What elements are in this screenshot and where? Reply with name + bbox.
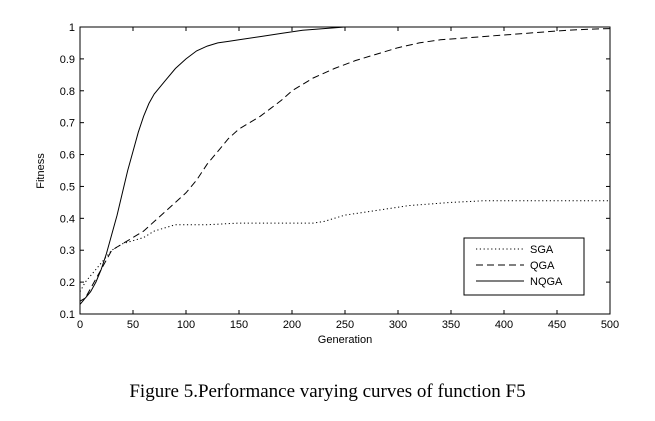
y-tick-label: 0.4 [60,213,75,225]
x-tick-label: 100 [177,319,195,331]
legend-label-nqga: NQGA [530,276,563,288]
y-tick-label: 0.1 [60,309,75,321]
axis-ticks: 0 50 100 150 200 250 300 350 400 450 500 0.1 0.2 0.3 0… [60,22,619,331]
x-tick-label: 450 [548,319,566,331]
legend-box [463,237,585,296]
series-line-qga [79,28,611,305]
y-tick-label: 0.7 [60,118,75,130]
series-lines [79,26,611,305]
x-tick-label: 0 [77,319,83,331]
x-tick-label: 400 [495,319,513,331]
y-tick-label: 0.9 [60,54,75,66]
x-axis-label: Generation [318,334,372,346]
y-tick-label: 0.2 [60,277,75,289]
y-tick-label: 0.3 [60,245,75,257]
y-tick-label: 1 [69,22,75,34]
y-tick-label: 0.6 [60,150,75,162]
x-tick-label: 300 [389,319,407,331]
y-axis-label: Fitness [35,153,47,189]
x-tick-label: 500 [601,319,619,331]
legend-label-sga: SGA [530,244,554,256]
x-tick-label: 350 [442,319,460,331]
figure-caption: Figure 5.Performance varying curves of f… [129,381,526,402]
series-line-nqga [79,26,398,302]
x-tick-label: 150 [230,319,248,331]
x-tick-label: 50 [127,319,139,331]
legend-label-qga: QGA [530,260,555,272]
x-tick-label: 250 [336,319,354,331]
legend: SGA QGA NQGA [463,237,585,296]
x-tick-label: 200 [283,319,301,331]
y-tick-label: 0.5 [60,181,75,193]
y-tick-label: 0.8 [60,86,75,98]
